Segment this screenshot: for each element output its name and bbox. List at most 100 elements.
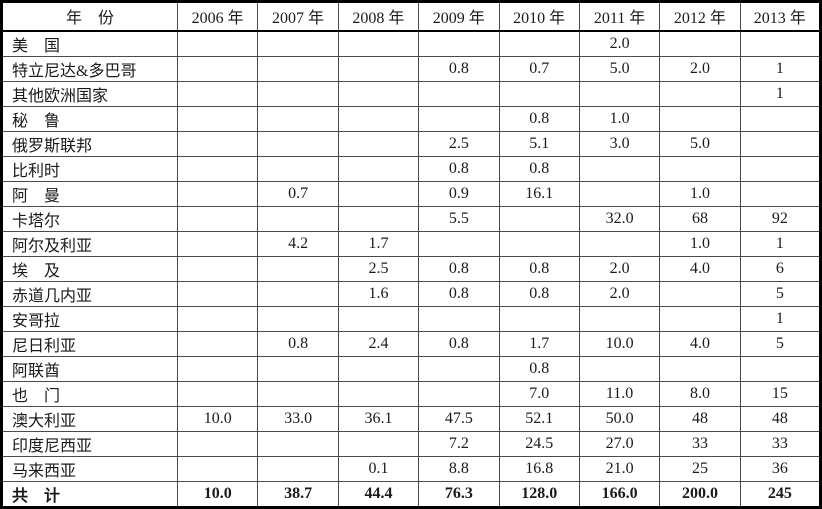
row-label-cell: 俄罗斯联邦 (1, 130, 178, 157)
value-cell: 5.1 (498, 130, 580, 157)
value-cell: 5.0 (578, 55, 661, 82)
value-cell: 48 (659, 405, 741, 432)
total-value-cell: 44.4 (337, 480, 420, 508)
value-cell (176, 180, 259, 207)
table-row: 埃 及 2.5 0.8 0.8 2.0 4.0 6 (1, 255, 822, 282)
value-cell: 4.0 (659, 255, 741, 282)
value-cell (257, 155, 339, 182)
value-cell (739, 180, 822, 207)
value-cell: 7.0 (498, 380, 580, 407)
value-cell (337, 30, 420, 57)
value-cell: 24.5 (498, 430, 580, 457)
row-label-cell: 其他欧洲国家 (1, 80, 178, 107)
value-cell (659, 280, 741, 307)
value-cell (337, 155, 420, 182)
value-cell: 1 (739, 80, 822, 107)
value-cell: 15 (739, 380, 822, 407)
total-value-cell: 200.0 (659, 480, 741, 508)
value-cell (498, 80, 580, 107)
row-label-cell: 安哥拉 (1, 305, 178, 332)
value-cell: 50.0 (578, 405, 661, 432)
value-cell: 5.0 (659, 130, 741, 157)
value-cell (176, 80, 259, 107)
row-label-cell: 阿联酋 (1, 355, 178, 382)
value-cell (337, 430, 420, 457)
value-cell (337, 380, 420, 407)
table-row: 其他欧洲国家 1 (1, 80, 822, 107)
value-cell (176, 355, 259, 382)
value-cell (176, 105, 259, 132)
value-cell (739, 355, 822, 382)
table-row: 美 国 2.0 (1, 30, 822, 57)
value-cell: 1.7 (498, 330, 580, 357)
total-value-cell: 76.3 (418, 480, 500, 508)
value-cell (257, 380, 339, 407)
value-cell (578, 155, 661, 182)
value-cell (578, 230, 661, 257)
year-header-cell: 2009 年 (418, 1, 500, 32)
value-cell: 47.5 (418, 405, 500, 432)
row-label-cell: 印度尼西亚 (1, 430, 178, 457)
value-cell: 0.8 (418, 255, 500, 282)
value-cell (739, 155, 822, 182)
value-cell (337, 80, 420, 107)
row-label-cell: 赤道几内亚 (1, 280, 178, 307)
table-row: 安哥拉 1 (1, 305, 822, 332)
value-cell (498, 230, 580, 257)
value-cell: 25 (659, 455, 741, 482)
row-label-cell: 马来西亚 (1, 455, 178, 482)
value-cell (257, 130, 339, 157)
value-cell (257, 305, 339, 332)
value-cell: 0.7 (498, 55, 580, 82)
value-cell: 2.4 (337, 330, 420, 357)
value-cell: 6 (739, 255, 822, 282)
value-cell (418, 380, 500, 407)
value-cell (257, 355, 339, 382)
value-cell: 0.8 (418, 280, 500, 307)
value-cell: 7.2 (418, 430, 500, 457)
value-cell (176, 380, 259, 407)
value-cell (659, 155, 741, 182)
value-cell: 1 (739, 55, 822, 82)
total-label-cell: 共 计 (1, 480, 178, 508)
value-cell: 1.0 (659, 180, 741, 207)
value-cell: 2.5 (418, 130, 500, 157)
row-label-cell: 澳大利亚 (1, 405, 178, 432)
value-cell (257, 280, 339, 307)
value-cell: 10.0 (578, 330, 661, 357)
value-cell (257, 255, 339, 282)
value-cell: 0.7 (257, 180, 339, 207)
value-cell (739, 30, 822, 57)
value-cell: 10.0 (176, 405, 259, 432)
value-cell (659, 30, 741, 57)
value-cell (418, 80, 500, 107)
year-header-cell: 2006 年 (176, 1, 259, 32)
value-cell: 36.1 (337, 405, 420, 432)
table-row: 阿 曼 0.7 0.9 16.1 1.0 (1, 180, 822, 207)
value-cell: 36 (739, 455, 822, 482)
value-cell: 5.5 (418, 205, 500, 232)
value-cell: 3.0 (578, 130, 661, 157)
value-cell: 0.8 (498, 280, 580, 307)
value-cell: 21.0 (578, 455, 661, 482)
value-cell (257, 205, 339, 232)
year-header-cell: 2010 年 (498, 1, 580, 32)
year-header-cell: 2011 年 (578, 1, 661, 32)
corner-header-cell: 年 份 (1, 1, 178, 32)
value-cell: 0.8 (418, 330, 500, 357)
row-label-cell: 埃 及 (1, 255, 178, 282)
value-cell (418, 105, 500, 132)
value-cell: 1 (739, 305, 822, 332)
value-cell: 92 (739, 205, 822, 232)
value-cell (578, 180, 661, 207)
value-cell (257, 30, 339, 57)
total-value-cell: 245 (739, 480, 822, 508)
value-cell (176, 280, 259, 307)
value-cell: 2.0 (578, 280, 661, 307)
value-cell: 2.0 (659, 55, 741, 82)
value-cell (176, 155, 259, 182)
value-cell (578, 355, 661, 382)
value-cell: 8.0 (659, 380, 741, 407)
